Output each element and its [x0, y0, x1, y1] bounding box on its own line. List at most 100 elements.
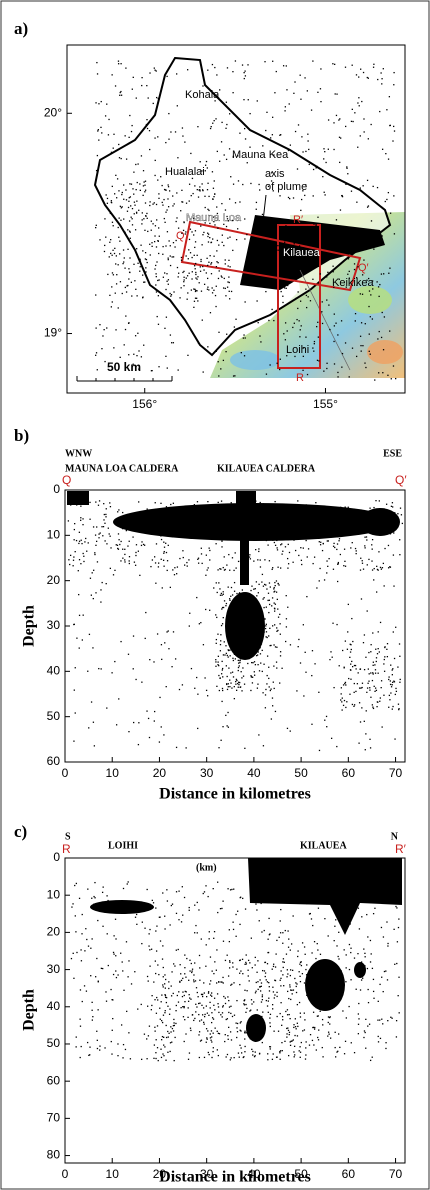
dot — [300, 198, 303, 201]
dot — [166, 209, 168, 211]
dot — [162, 253, 164, 255]
dot — [100, 100, 102, 103]
dot — [199, 270, 202, 272]
dot — [372, 706, 374, 708]
dot — [294, 81, 296, 83]
dot — [155, 70, 157, 72]
dot — [187, 258, 189, 260]
dot — [183, 896, 186, 899]
dot — [162, 245, 164, 248]
dot — [392, 365, 395, 367]
dot — [221, 700, 223, 703]
dot — [388, 676, 390, 678]
dot — [250, 1009, 252, 1011]
dot — [190, 998, 192, 1000]
tomography — [210, 212, 405, 378]
dot — [379, 566, 382, 569]
dot — [380, 568, 383, 570]
dot — [99, 532, 101, 534]
dot — [267, 1011, 269, 1013]
dot — [298, 1050, 300, 1052]
dot — [102, 967, 104, 970]
dot — [154, 69, 156, 71]
dot — [103, 503, 105, 505]
dot — [155, 289, 157, 291]
dot — [269, 1046, 271, 1048]
dot — [124, 267, 126, 269]
dot — [240, 507, 242, 510]
dot — [296, 690, 298, 692]
dot — [367, 205, 370, 207]
dot — [175, 1022, 177, 1025]
dot — [344, 682, 346, 685]
dot — [297, 532, 300, 534]
dot — [358, 1002, 360, 1005]
dot — [380, 527, 383, 529]
dot — [102, 335, 104, 337]
dot — [143, 544, 146, 546]
dot — [73, 689, 75, 691]
dot — [252, 1030, 254, 1032]
dot — [288, 1033, 290, 1036]
dot — [211, 1036, 213, 1038]
dot — [305, 539, 307, 542]
dot — [207, 1051, 209, 1054]
dot — [281, 667, 283, 669]
dot — [277, 244, 279, 247]
dot — [188, 524, 190, 526]
dot — [282, 65, 285, 67]
dot — [279, 236, 281, 238]
dot — [155, 582, 157, 584]
dot — [304, 77, 306, 79]
dot — [271, 625, 274, 627]
dot — [302, 524, 305, 526]
dot — [398, 1012, 400, 1014]
dot — [167, 279, 170, 281]
dot — [329, 328, 331, 331]
dot — [220, 673, 223, 675]
dot — [249, 962, 251, 964]
direction: S — [65, 831, 71, 842]
dot — [222, 940, 225, 942]
dot — [220, 592, 223, 595]
dot — [127, 545, 129, 547]
dot — [190, 667, 193, 670]
dot — [170, 293, 173, 296]
x-tick-label: 10 — [106, 766, 120, 780]
dot — [166, 900, 169, 902]
dot — [276, 539, 278, 542]
dot — [274, 603, 277, 605]
dot — [250, 999, 253, 1001]
dot — [296, 168, 299, 170]
dot — [251, 967, 253, 969]
dot — [261, 258, 263, 260]
dot — [366, 206, 369, 208]
dot — [379, 110, 381, 113]
dot — [149, 201, 151, 203]
dot — [323, 521, 325, 523]
dot — [315, 223, 317, 226]
dot — [70, 957, 73, 960]
dot — [271, 968, 273, 970]
dot — [287, 930, 289, 932]
dot — [154, 137, 156, 139]
dot — [151, 559, 154, 561]
dot — [252, 619, 254, 622]
dot — [242, 615, 244, 617]
dot — [381, 311, 383, 314]
dot — [211, 1017, 214, 1019]
dot — [254, 528, 256, 531]
dot — [97, 980, 99, 982]
dot — [155, 950, 158, 952]
dot — [259, 605, 261, 607]
dot — [367, 988, 369, 991]
dot — [233, 569, 235, 572]
dot — [276, 362, 278, 364]
dot — [302, 547, 304, 549]
dot — [398, 708, 400, 711]
dot — [251, 1048, 253, 1051]
dot — [176, 266, 179, 269]
dot — [301, 528, 304, 531]
dot — [118, 539, 120, 541]
dot — [342, 684, 345, 686]
